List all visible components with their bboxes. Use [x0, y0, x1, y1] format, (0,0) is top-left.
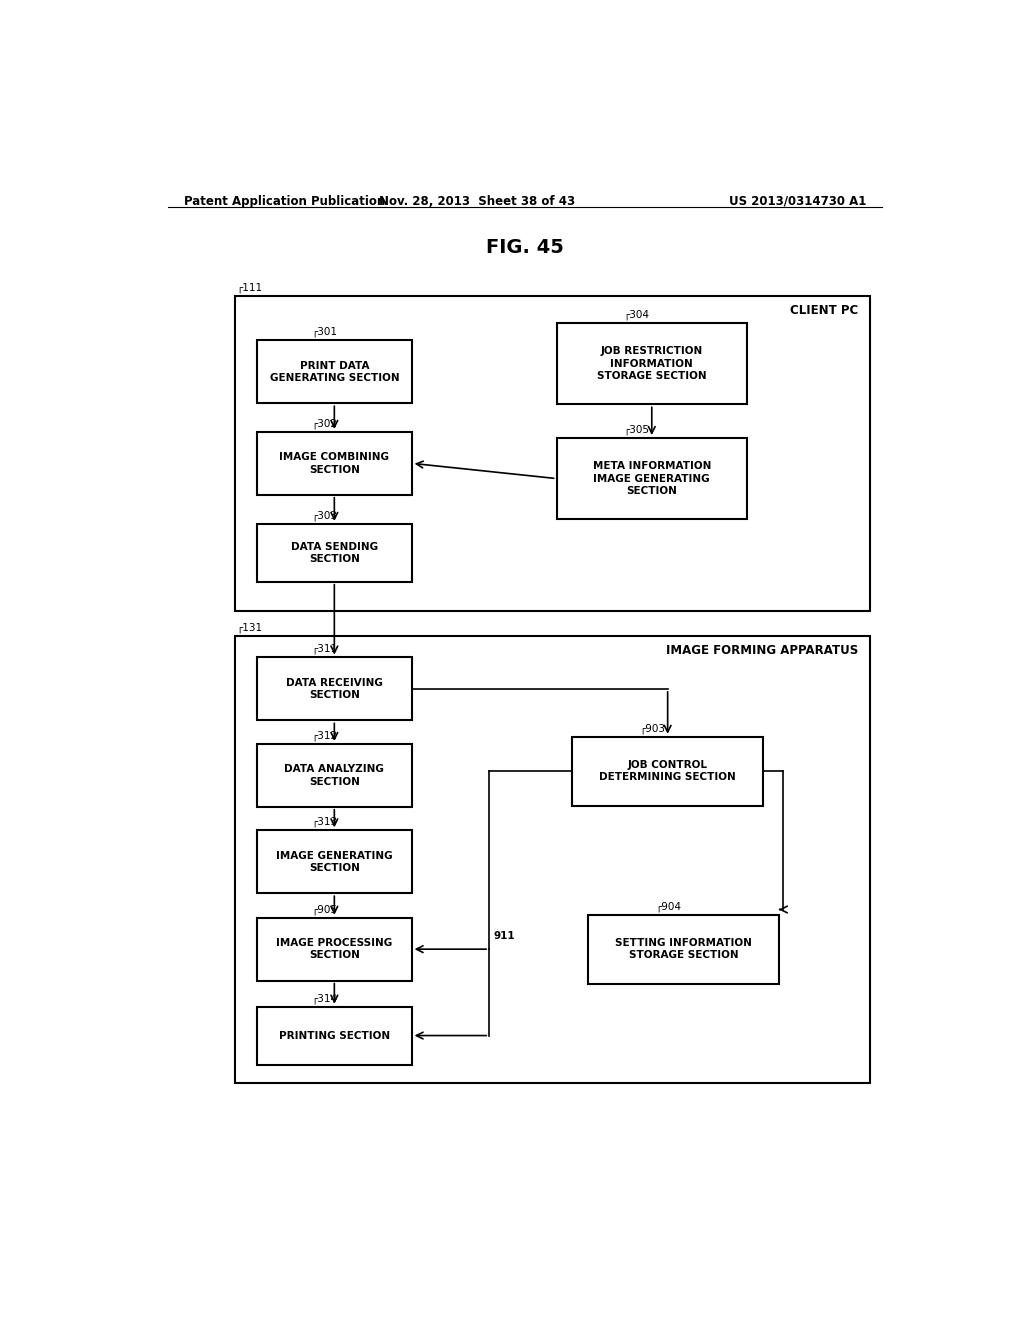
Bar [257, 1007, 412, 1064]
Text: ┌302: ┌302 [311, 418, 337, 429]
Text: ┌301: ┌301 [311, 327, 337, 338]
Bar [257, 830, 412, 894]
Text: 911: 911 [494, 931, 515, 941]
Text: JOB CONTROL
DETERMINING SECTION: JOB CONTROL DETERMINING SECTION [599, 760, 736, 783]
Text: ┌304: ┌304 [624, 309, 649, 319]
Text: ┌111: ┌111 [237, 282, 263, 293]
Text: ┌312: ┌312 [311, 730, 337, 741]
Bar [257, 432, 412, 495]
Text: ┌903: ┌903 [639, 723, 665, 734]
Text: FIG. 45: FIG. 45 [485, 239, 564, 257]
Bar [257, 524, 412, 582]
Bar [557, 438, 748, 519]
Text: META INFORMATION
IMAGE GENERATING
SECTION: META INFORMATION IMAGE GENERATING SECTIO… [593, 461, 711, 496]
Bar [588, 915, 778, 983]
Text: Patent Application Publication: Patent Application Publication [183, 195, 385, 209]
Bar [257, 341, 412, 404]
Text: CLIENT PC: CLIENT PC [790, 304, 858, 317]
Text: IMAGE PROCESSING
SECTION: IMAGE PROCESSING SECTION [276, 939, 392, 961]
Text: IMAGE COMBINING
SECTION: IMAGE COMBINING SECTION [280, 453, 389, 474]
Text: Nov. 28, 2013  Sheet 38 of 43: Nov. 28, 2013 Sheet 38 of 43 [379, 195, 575, 209]
Text: ┌905: ┌905 [311, 904, 337, 915]
Text: ┌314: ┌314 [311, 993, 337, 1003]
Bar [236, 296, 870, 611]
Bar [257, 917, 412, 981]
Text: JOB RESTRICTION
INFORMATION
STORAGE SECTION: JOB RESTRICTION INFORMATION STORAGE SECT… [597, 346, 707, 381]
Text: DATA RECEIVING
SECTION: DATA RECEIVING SECTION [286, 677, 383, 700]
Text: IMAGE GENERATING
SECTION: IMAGE GENERATING SECTION [276, 850, 392, 873]
Text: IMAGE FORMING APPARATUS: IMAGE FORMING APPARATUS [666, 644, 858, 657]
Text: ┌131: ┌131 [237, 623, 263, 634]
Bar [257, 744, 412, 807]
Text: US 2013/0314730 A1: US 2013/0314730 A1 [729, 195, 866, 209]
Text: PRINTING SECTION: PRINTING SECTION [279, 1031, 390, 1040]
Bar [557, 323, 748, 404]
Text: ┌904: ┌904 [655, 902, 681, 912]
Text: ┌305: ┌305 [624, 424, 649, 434]
Bar [572, 737, 763, 805]
Bar [236, 636, 870, 1084]
Text: PRINT DATA
GENERATING SECTION: PRINT DATA GENERATING SECTION [269, 360, 399, 383]
Text: ┌303: ┌303 [311, 511, 337, 521]
Bar [257, 657, 412, 721]
Text: DATA SENDING
SECTION: DATA SENDING SECTION [291, 541, 378, 564]
Text: SETTING INFORMATION
STORAGE SECTION: SETTING INFORMATION STORAGE SECTION [615, 939, 752, 961]
Text: ┌311: ┌311 [311, 644, 337, 655]
Text: ┌313: ┌313 [311, 817, 337, 828]
Text: DATA ANALYZING
SECTION: DATA ANALYZING SECTION [285, 764, 384, 787]
